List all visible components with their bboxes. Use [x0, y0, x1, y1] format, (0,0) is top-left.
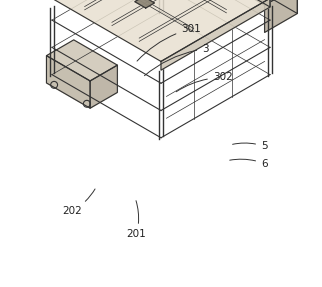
Text: 3: 3	[145, 44, 209, 76]
Text: 202: 202	[62, 189, 95, 216]
Polygon shape	[221, 0, 297, 5]
Polygon shape	[254, 0, 297, 13]
Polygon shape	[46, 56, 90, 108]
Polygon shape	[161, 0, 270, 70]
Text: 201: 201	[127, 201, 147, 239]
Text: 302: 302	[176, 73, 232, 92]
Polygon shape	[46, 40, 118, 81]
Polygon shape	[135, 0, 155, 8]
Text: 301: 301	[137, 24, 201, 61]
Text: 5: 5	[232, 141, 268, 151]
Polygon shape	[90, 65, 118, 108]
Polygon shape	[161, 0, 270, 7]
Polygon shape	[265, 0, 297, 32]
Text: 6: 6	[230, 159, 268, 168]
Polygon shape	[52, 0, 270, 61]
